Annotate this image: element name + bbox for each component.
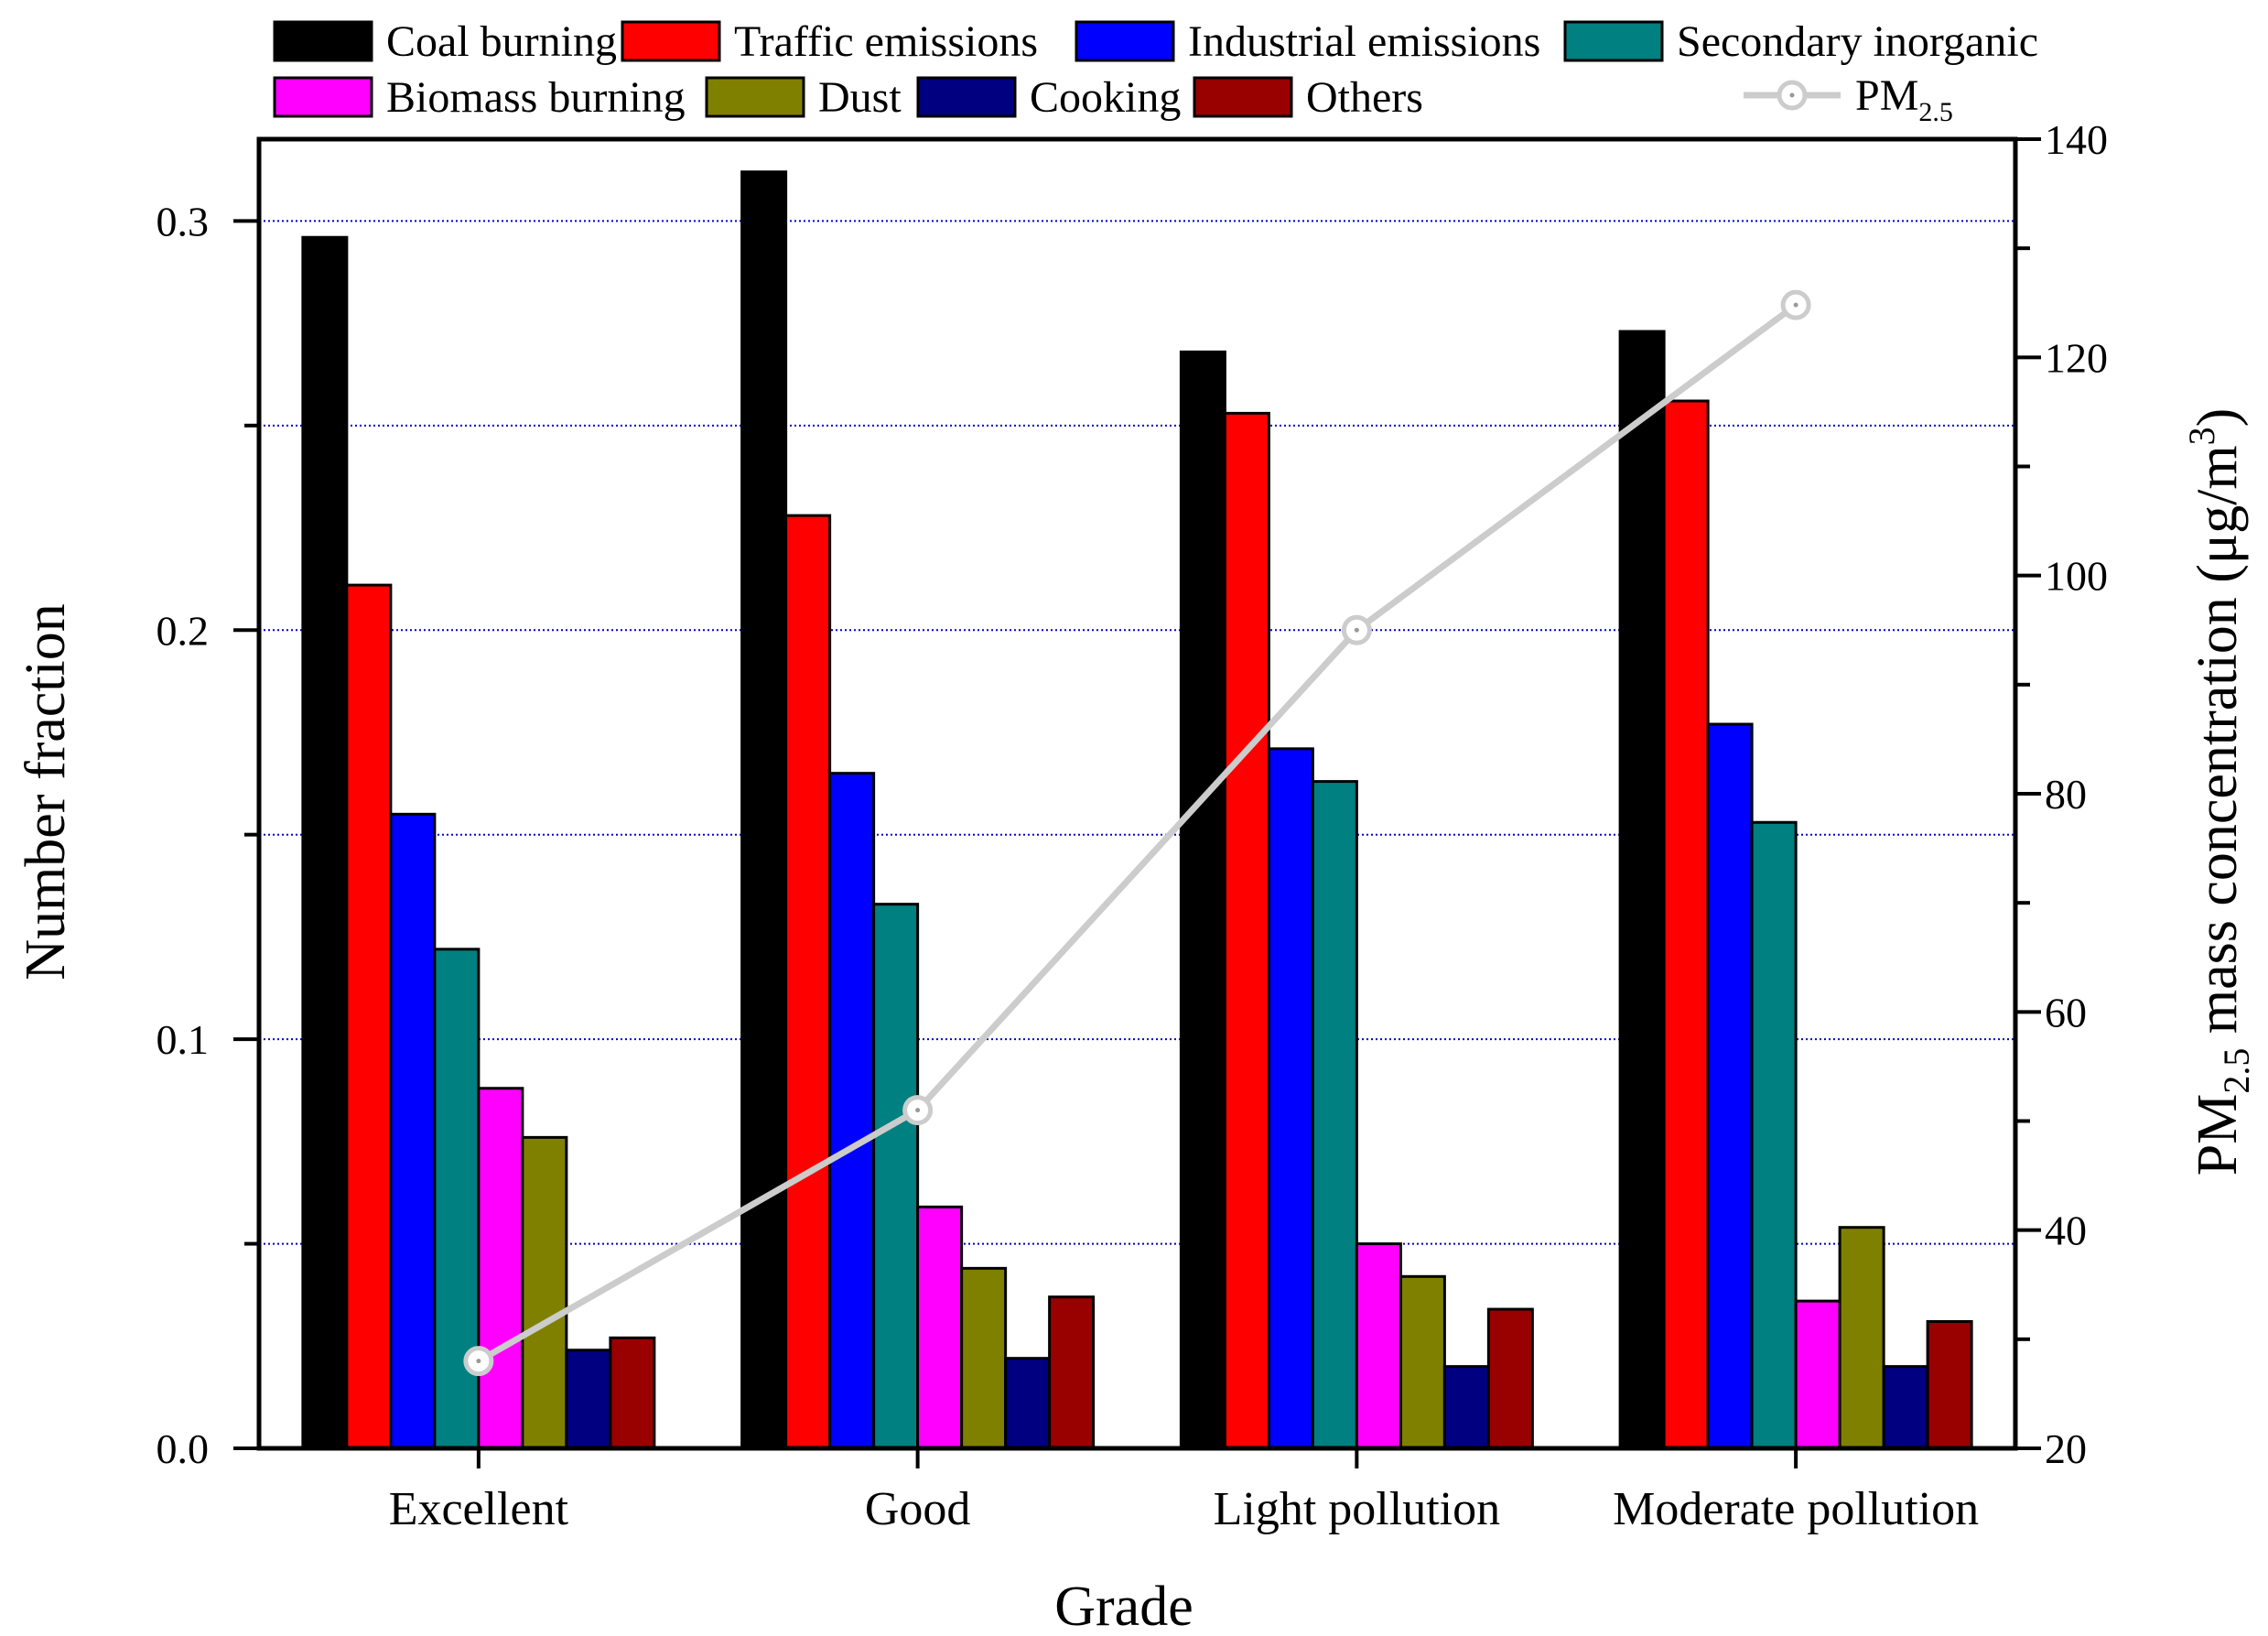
bar — [389, 812, 437, 1450]
y2-title-rest: mass concentration (μg/m — [2187, 445, 2249, 1047]
bars — [301, 170, 1973, 1450]
bar — [1706, 722, 1754, 1450]
y-axis-title: Number fraction — [15, 603, 77, 980]
legend-label: Industrial emissions — [1188, 17, 1540, 66]
x-axis-title: Grade — [1054, 1576, 1193, 1636]
axes: 0.0 0.1 0.2 0.3 20 40 60 80 100 120 140 Excellent Go… — [157, 116, 2109, 1535]
legend: Coal burning Traffic emissions Industrial … — [273, 17, 2038, 127]
bar — [609, 1336, 656, 1450]
bar — [1399, 1274, 1446, 1450]
bar — [784, 514, 832, 1450]
bar — [1004, 1357, 1052, 1450]
legend-swatch — [273, 76, 373, 118]
pm25-point-center — [915, 1108, 921, 1113]
y2-tick-label: 120 — [2045, 334, 2108, 381]
x-tick-label: Light pollution — [1214, 1483, 1500, 1535]
legend-swatch — [916, 76, 1017, 118]
legend-pm25-sub: 2.5 — [1918, 97, 1953, 127]
bar — [1223, 411, 1270, 1450]
legend-label: Traffic emissions — [734, 17, 1038, 66]
bar — [1794, 1299, 1841, 1450]
bar — [1179, 350, 1226, 1450]
bar — [1618, 330, 1666, 1450]
bar — [1926, 1319, 1973, 1450]
pm25-series-line — [477, 302, 1798, 1364]
legend-label: Secondary inorganic — [1677, 17, 2038, 66]
bar — [1882, 1365, 1929, 1450]
y2-title-sub: 2.5 — [2216, 1048, 2257, 1094]
legend-swatch — [1563, 20, 1664, 62]
legend-pm25-main: PM — [1855, 71, 1918, 120]
y2-title-close: ) — [2187, 408, 2249, 428]
legend-pm25-label: PM2.5 — [1855, 71, 1953, 127]
y2-tick-label: 80 — [2045, 771, 2087, 818]
y2-title-prefix: PM — [2187, 1094, 2249, 1176]
y-tick-label: 0.1 — [157, 1016, 210, 1063]
y2-tick-label: 140 — [2045, 116, 2108, 163]
bar — [565, 1349, 612, 1450]
bar — [1311, 780, 1358, 1450]
bar — [1838, 1226, 1885, 1450]
bar — [301, 235, 349, 1450]
pm25-point-center — [476, 1359, 481, 1364]
y-tick-label: 0.3 — [157, 198, 210, 244]
y2-axis-title: PM2.5 mass concentration (μg/m3) — [2181, 408, 2257, 1176]
legend-label: Others — [1306, 73, 1423, 122]
bar — [345, 583, 393, 1450]
pm25-line — [463, 289, 1811, 1377]
y2-tick-label: 20 — [2045, 1425, 2087, 1472]
bar — [828, 772, 876, 1450]
legend-swatch — [1075, 20, 1175, 62]
legend-label: Dust — [818, 73, 902, 122]
bar — [1486, 1307, 1534, 1450]
legend-label: Cooking — [1030, 73, 1181, 122]
bar — [1750, 820, 1798, 1450]
legend-swatch — [1193, 76, 1293, 118]
legend-label: Biomass burning — [386, 73, 686, 122]
y-tick-label: 0.2 — [157, 607, 210, 654]
y-tick-label: 0.0 — [157, 1425, 210, 1472]
y2-tick-label: 100 — [2045, 553, 2108, 600]
bar — [1267, 747, 1314, 1450]
bar — [1662, 399, 1710, 1450]
legend-pm25-marker-center — [1789, 92, 1795, 98]
bar — [872, 903, 920, 1450]
bar — [740, 170, 788, 1450]
y2-tick-label: 40 — [2045, 1208, 2087, 1254]
x-tick-label: Good — [865, 1483, 971, 1535]
y2-tick-label: 60 — [2045, 989, 2087, 1035]
legend-swatch — [705, 76, 805, 118]
pm25-point-center — [1793, 302, 1798, 308]
bar — [1355, 1242, 1402, 1450]
legend-swatch — [621, 20, 721, 62]
bar — [1048, 1295, 1096, 1450]
y2-title-sup: 3 — [2181, 427, 2222, 445]
pm25-point-center — [1354, 627, 1359, 633]
bar — [916, 1205, 964, 1450]
bar — [477, 1087, 524, 1450]
bar — [1442, 1365, 1490, 1450]
legend-label: Coal burning — [386, 17, 617, 66]
x-tick-label: Excellent — [389, 1483, 569, 1535]
legend-swatch — [273, 20, 373, 62]
bar — [960, 1266, 1008, 1450]
bar — [521, 1135, 568, 1450]
x-tick-label: Moderate pollution — [1613, 1483, 1979, 1535]
